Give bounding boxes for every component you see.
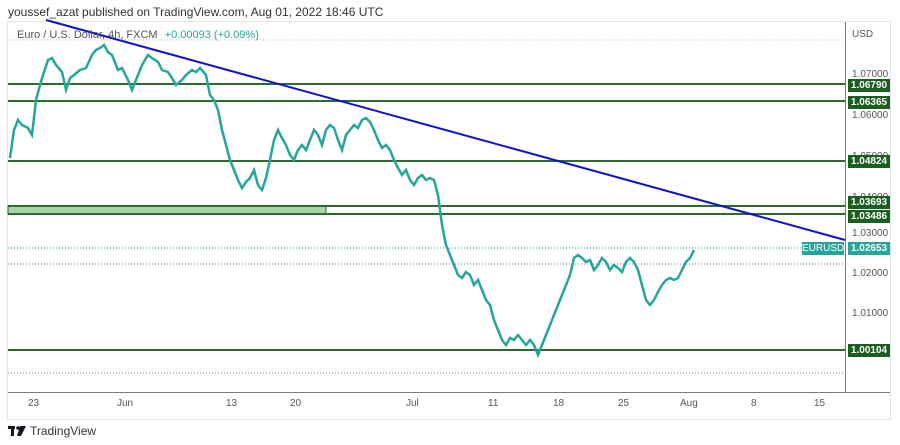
footer-brand: TradingView <box>8 424 96 438</box>
level-tag: 1.04824 <box>848 155 890 168</box>
time-tick: 20 <box>290 398 302 409</box>
time-tick: 23 <box>28 398 40 409</box>
last-price-tag: 1.02653 <box>848 242 890 255</box>
price-tick: 1.06000 <box>852 110 889 121</box>
level-tag: 1.06790 <box>848 79 890 92</box>
chart-legend: Euro / U.S. Dollar, 4h, FXCM +0.00093 (+… <box>17 29 259 41</box>
time-scale[interactable] <box>8 392 890 393</box>
trendline[interactable] <box>45 19 846 241</box>
support-zone[interactable] <box>7 205 327 215</box>
symbol-title: Euro / U.S. Dollar, 4h, FXCM <box>17 29 158 41</box>
level-tag: 1.00104 <box>848 344 890 357</box>
candles <box>8 43 696 359</box>
price-tick: 1.03000 <box>852 228 889 239</box>
time-tick: Jun <box>117 398 134 409</box>
price-tick: 1.01000 <box>852 308 889 319</box>
time-tick: 18 <box>553 398 565 409</box>
time-tick: 11 <box>488 398 499 409</box>
time-tick: 25 <box>618 398 630 409</box>
publish-info: youssef_azat published on TradingView.co… <box>8 5 384 19</box>
time-tick: Jul <box>406 398 419 409</box>
level-tag: 1.03486 <box>848 210 890 223</box>
price-scale[interactable] <box>845 22 891 392</box>
horizontal-levels[interactable] <box>8 83 845 351</box>
time-tick: 8 <box>751 398 757 409</box>
time-tick: Aug <box>680 398 698 409</box>
chart-frame <box>7 21 891 420</box>
time-tick: 15 <box>814 398 826 409</box>
price-tick: 1.07000 <box>852 69 889 80</box>
brand-name: TradingView <box>30 424 97 438</box>
level-tag: 1.06365 <box>848 96 890 109</box>
currency-label: USD <box>852 29 874 40</box>
time-tick: 13 <box>226 398 238 409</box>
price-tick: 1.02000 <box>852 268 889 279</box>
price-change: +0.00093 (+0.09%) <box>164 29 259 41</box>
tradingview-logo-icon <box>8 426 26 436</box>
symbol-tag: EURUSD <box>802 242 845 255</box>
level-tag: 1.03693 <box>848 196 890 209</box>
